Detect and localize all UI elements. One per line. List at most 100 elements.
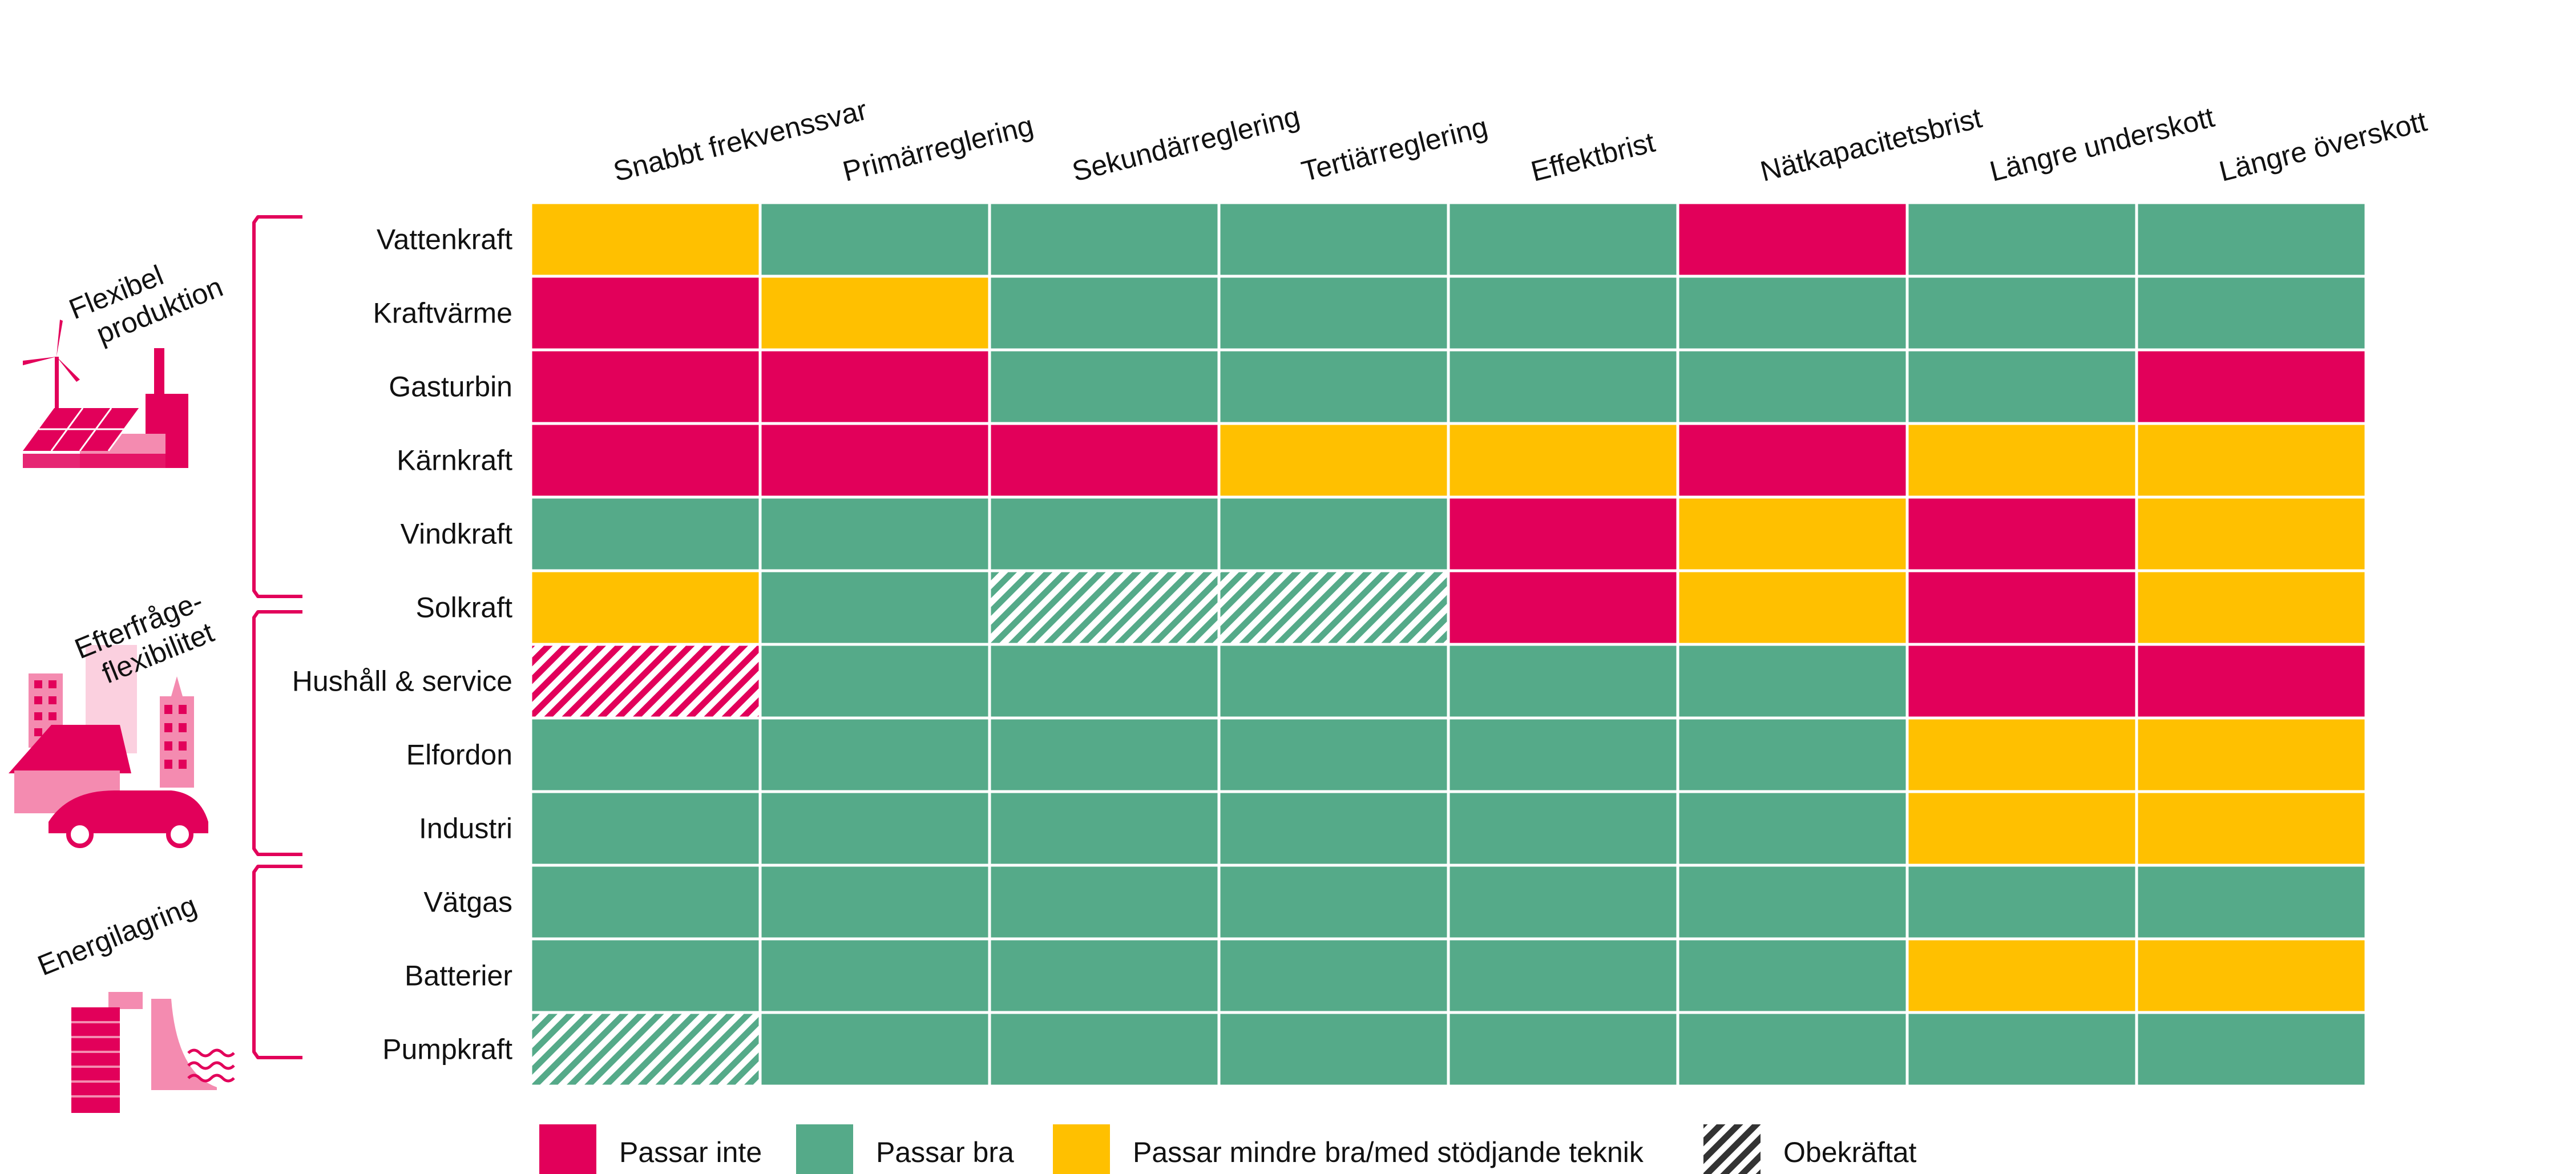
- legend-label-passar_bra: Passar bra: [876, 1136, 1014, 1168]
- cell-3-6: [1676, 348, 1909, 425]
- legend-label-passar_mindre: Passar mindre bra/med stödjande teknik: [1133, 1136, 1644, 1168]
- matrix-cells: [529, 201, 2368, 1088]
- cell-8-2: [758, 716, 991, 793]
- cell-7-1: [529, 643, 762, 720]
- cell-11-5: [1447, 937, 1679, 1014]
- cell-9-5: [1447, 790, 1679, 867]
- cell-12-7: [1905, 1011, 2138, 1088]
- cell-11-4: [1217, 937, 1450, 1014]
- group-bracket: [252, 865, 302, 1059]
- cell-8-4: [1217, 716, 1450, 793]
- cell-4-5: [1447, 422, 1679, 499]
- cell-8-1: [529, 716, 762, 793]
- cell-8-7: [1905, 716, 2138, 793]
- legend-swatch-passar_inte: [539, 1124, 596, 1174]
- cell-3-5: [1447, 348, 1679, 425]
- cell-6-6: [1676, 569, 1909, 646]
- row-label: Kraftvärme: [373, 297, 512, 329]
- cell-10-7: [1905, 864, 2138, 941]
- factory-wind-solar-icon: [23, 320, 188, 468]
- cell-1-7: [1905, 201, 2138, 278]
- legend-label-obekraftat: Obekräftat: [1783, 1136, 1917, 1168]
- cell-8-5: [1447, 716, 1679, 793]
- cell-7-4: [1217, 643, 1450, 720]
- cell-4-3: [988, 422, 1221, 499]
- cell-1-8: [2135, 201, 2368, 278]
- column-label: Sekundärreglering: [1069, 100, 1303, 187]
- row-label: Batterier: [405, 960, 512, 992]
- cell-12-4: [1217, 1011, 1450, 1088]
- column-label: Längre underskott: [1986, 101, 2218, 188]
- cell-5-1: [529, 495, 762, 572]
- cell-5-7: [1905, 495, 2138, 572]
- cell-7-3: [988, 643, 1221, 720]
- cell-7-5: [1447, 643, 1679, 720]
- cell-4-6: [1676, 422, 1909, 499]
- battery-dam-icon: [71, 992, 235, 1113]
- cell-6-3: [988, 569, 1221, 646]
- column-label: Tertiärreglering: [1298, 111, 1491, 188]
- cell-10-5: [1447, 864, 1679, 941]
- cell-8-6: [1676, 716, 1909, 793]
- cell-4-8: [2135, 422, 2368, 499]
- cell-1-5: [1447, 201, 1679, 278]
- cell-6-4: [1217, 569, 1450, 646]
- cell-1-2: [758, 201, 991, 278]
- cell-11-7: [1905, 937, 2138, 1014]
- cell-11-8: [2135, 937, 2368, 1014]
- cell-9-4: [1217, 790, 1450, 867]
- cell-5-8: [2135, 495, 2368, 572]
- group-brackets: [252, 215, 302, 1059]
- cell-4-1: [529, 422, 762, 499]
- cell-11-1: [529, 937, 762, 1014]
- cell-10-2: [758, 864, 991, 941]
- row-label: Pumpkraft: [382, 1034, 512, 1066]
- cell-6-5: [1447, 569, 1679, 646]
- cell-11-6: [1676, 937, 1909, 1014]
- cell-2-7: [1905, 275, 2138, 352]
- legend-label-passar_inte: Passar inte: [619, 1136, 762, 1168]
- row-label: Solkraft: [415, 592, 512, 624]
- cell-10-8: [2135, 864, 2368, 941]
- row-label: Hushåll & service: [292, 665, 512, 697]
- cell-4-7: [1905, 422, 2138, 499]
- cell-6-8: [2135, 569, 2368, 646]
- legend-swatch-passar_bra: [796, 1124, 853, 1174]
- cell-11-2: [758, 937, 991, 1014]
- group-icons: [9, 320, 235, 1113]
- cell-12-6: [1676, 1011, 1909, 1088]
- cell-6-2: [758, 569, 991, 646]
- cell-10-6: [1676, 864, 1909, 941]
- cell-9-6: [1676, 790, 1909, 867]
- row-label: Kärnkraft: [397, 445, 512, 477]
- house-car-buildings-icon: [9, 645, 208, 848]
- row-label: Vindkraft: [401, 518, 513, 550]
- cell-3-7: [1905, 348, 2138, 425]
- column-label: Effektbrist: [1528, 126, 1658, 188]
- cell-9-7: [1905, 790, 2138, 867]
- cell-10-4: [1217, 864, 1450, 941]
- cell-1-1: [529, 201, 762, 278]
- cell-6-1: [529, 569, 762, 646]
- cell-8-8: [2135, 716, 2368, 793]
- group-label: Energilagring: [33, 889, 201, 982]
- cell-4-2: [758, 422, 991, 499]
- cell-11-3: [988, 937, 1221, 1014]
- cell-5-5: [1447, 495, 1679, 572]
- cell-3-4: [1217, 348, 1450, 425]
- row-label: Industri: [419, 813, 512, 845]
- legend: Passar inte Passar bra Passar mindre bra/m…: [539, 1124, 1917, 1174]
- cell-12-2: [758, 1011, 991, 1088]
- column-label: Längre överskott: [2216, 105, 2430, 187]
- group-label: Flexibelproduktion: [64, 240, 227, 356]
- group-label: Efterfråge-flexibilitet: [70, 585, 220, 696]
- cell-3-3: [988, 348, 1221, 425]
- row-labels: Vattenkraft Kraftvärme Gasturbin Kärnkraft V…: [292, 224, 512, 1066]
- cell-2-8: [2135, 275, 2368, 352]
- cell-7-7: [1905, 643, 2138, 720]
- cell-7-8: [2135, 643, 2368, 720]
- cell-10-3: [988, 864, 1221, 941]
- cell-12-3: [988, 1011, 1221, 1088]
